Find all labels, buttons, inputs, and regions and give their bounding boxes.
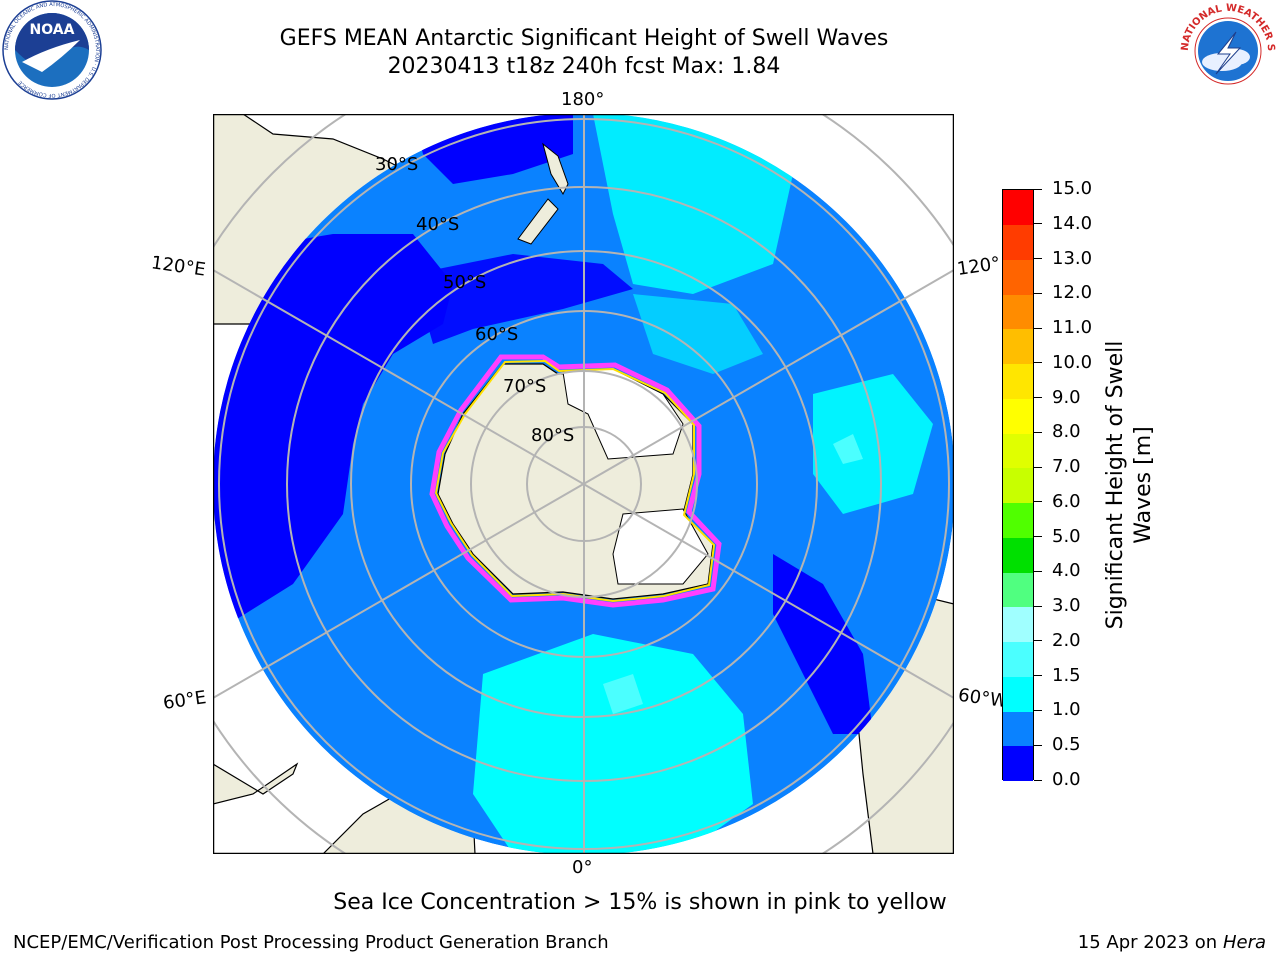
sea-ice-note: Sea Ice Concentration > 15% is shown in … [333,890,947,915]
colorbar-tick [1034,327,1042,329]
colorbar-segment [1003,537,1033,573]
swell-low-region [213,234,453,634]
noaa-logo-icon: NOAA NATIONAL OCEANIC AND ATMOSPHERIC AD… [2,0,102,100]
lat-label-70s: 70°S [503,376,546,397]
colorbar-segment [1003,294,1033,330]
lat-label-80s: 80°S [531,425,574,446]
nws-logo-icon: NATIONAL WEATHER SERVICE [1174,0,1278,100]
chart-title: GEFS MEAN Antarctic Significant Height o… [279,26,889,51]
lon-label-180: 180° [561,89,605,110]
graticule [213,114,954,854]
colorbar-tick-label: 1.0 [1052,699,1081,721]
land-madagascar [213,762,299,805]
colorbar-segment [1003,190,1033,225]
colorbar [1002,189,1034,782]
colorbar-tick [1034,258,1042,260]
colorbar-tick [1034,501,1042,503]
lat-label-50s: 50°S [443,272,486,293]
colorbar-tick-label: 15.0 [1052,178,1093,199]
polar-map-svg: 30°S 40°S 50°S 60°S 70°S 80°S [212,113,955,855]
lat-label-40s: 40°S [416,214,459,235]
noaa-logo-text: NOAA [30,22,75,38]
colorbar-segment [1003,468,1033,504]
footer-credit: NCEP/EMC/Verification Post Processing Pr… [13,932,609,953]
colorbar-tick-label: 11.0 [1052,317,1093,339]
swell-high-region [593,114,793,294]
lat-label-60s: 60°S [475,324,518,345]
colorbar-tick-label: 2.0 [1052,629,1081,651]
colorbar-segment [1003,329,1033,365]
colorbar-tick-label: 0.0 [1052,769,1081,790]
colorbar-tick-label: 5.0 [1052,525,1081,547]
colorbar-tick [1034,779,1042,781]
colorbar-segment [1003,259,1033,295]
colorbar-tick-label: 8.0 [1052,421,1081,443]
colorbar-tick-label: 1.5 [1052,664,1081,686]
footer-date-text: 15 Apr 2023 on [1077,932,1223,953]
colorbar-tick [1034,466,1042,468]
colorbar-tick [1034,188,1042,190]
colorbar-segment [1003,502,1033,538]
colorbar-segment [1003,711,1033,747]
colorbar-tick-label: 10.0 [1052,351,1093,373]
footer-machine: Hera [1222,932,1266,953]
colorbar-segment [1003,641,1033,677]
colorbar-title-line2: Waves [m] [1131,426,1156,544]
colorbar-tick [1034,431,1042,433]
colorbar-segment [1003,572,1033,608]
colorbar-tick [1034,605,1042,607]
colorbar-tick [1034,570,1042,572]
colorbar-tick [1034,397,1042,399]
colorbar-segment [1003,224,1033,260]
colorbar-tick [1034,362,1042,364]
colorbar-tick [1034,640,1042,642]
lon-label-0: 0° [572,857,593,878]
colorbar-tick-label: 6.0 [1052,490,1081,512]
colorbar-segment [1003,676,1033,712]
colorbar-tick-label: 0.5 [1052,734,1081,756]
colorbar-tick [1034,744,1042,746]
colorbar-tick [1034,675,1042,677]
colorbar-title-line1: Significant Height of Swell [1103,340,1128,630]
colorbar-tick-label: 12.0 [1052,282,1093,304]
footer-date: 15 Apr 2023 on Hera [1078,932,1266,953]
colorbar-segment [1003,363,1033,399]
polar-map: 30°S 40°S 50°S 60°S 70°S 80°S [212,113,955,855]
colorbar-tick [1034,292,1042,294]
colorbar-tick-label: 4.0 [1052,560,1081,582]
colorbar-tick-label: 7.0 [1052,456,1081,478]
colorbar-segment [1003,746,1033,782]
colorbar-tick-label: 3.0 [1052,595,1081,617]
chart-subtitle: 20230413 t18z 240h fcst Max: 1.84 [387,54,781,79]
lon-label-60e: 60°E [161,687,208,714]
colorbar-tick [1034,709,1042,711]
colorbar-segment [1003,433,1033,469]
land-new-zealand [542,142,569,196]
colorbar-segment [1003,398,1033,434]
colorbar-tick [1034,536,1042,538]
colorbar-tick-label: 9.0 [1052,386,1081,408]
lon-label-120e: 120°E [149,252,207,281]
lon-label-120w: 120° [955,253,1002,280]
colorbar-segment [1003,607,1033,643]
lat-label-30s: 30°S [375,154,418,175]
ice-shelf-weddell [612,508,709,585]
colorbar-tick [1034,223,1042,225]
colorbar-title: Significant Height of Swell Waves [m] [1102,341,1158,630]
sea-ice-edge [429,354,722,608]
colorbar-tick-label: 14.0 [1052,212,1093,234]
colorbar-tick-label: 13.0 [1052,247,1093,269]
